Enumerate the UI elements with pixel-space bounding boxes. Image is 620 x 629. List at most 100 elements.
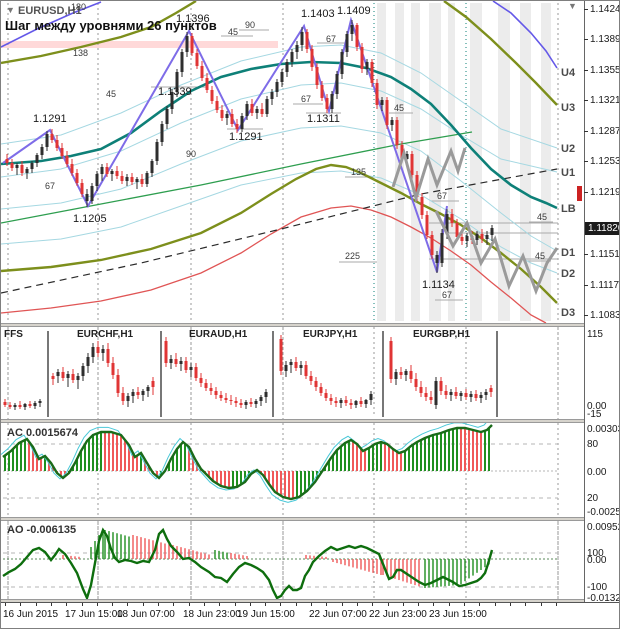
time-tick	[372, 603, 373, 606]
time-tick	[66, 603, 67, 606]
time-tick	[265, 603, 266, 606]
swing-price-label: 1.1409	[337, 5, 371, 17]
candle	[460, 237, 464, 241]
supply-zone-band	[1, 41, 278, 48]
chart-comment-text: Шаг между уровнями 26 пунктов	[5, 18, 217, 33]
candle	[295, 45, 299, 52]
candle	[10, 163, 14, 168]
time-tick	[433, 603, 434, 606]
envelope-blue-line	[1, 1, 102, 48]
mini-candle	[189, 367, 193, 370]
candle	[215, 101, 219, 110]
mini-candle	[279, 339, 283, 371]
indicator-scale-label: 100	[587, 548, 604, 559]
mini-candle	[209, 388, 213, 391]
mini-candle	[424, 393, 428, 397]
candle	[385, 100, 389, 125]
candle	[110, 171, 114, 174]
session-band	[541, 3, 551, 321]
candle	[280, 72, 284, 82]
candle	[45, 134, 49, 147]
swing-size-label: 45	[535, 251, 546, 261]
regression-line	[1, 131, 473, 224]
candle	[240, 116, 244, 129]
time-tick	[189, 603, 190, 606]
indicator-scale-label: 80	[587, 439, 599, 450]
panel-separator[interactable]	[1, 517, 584, 521]
level-label-u2: U2	[561, 143, 576, 155]
candle	[365, 62, 369, 69]
candle	[80, 183, 84, 194]
candle	[50, 134, 54, 140]
envelope-olive-line	[1, 1, 197, 65]
mini-candle	[146, 387, 150, 391]
mini-candle	[194, 367, 198, 378]
candle	[30, 163, 34, 169]
time-tick	[173, 603, 174, 606]
panel-separator[interactable]	[1, 419, 584, 423]
candle	[65, 156, 69, 164]
candle	[25, 169, 29, 173]
time-tick	[403, 603, 404, 606]
ac-indicator-label: AC 0.0015674	[7, 427, 78, 439]
mini-candle	[334, 401, 338, 403]
candle	[135, 179, 139, 182]
candle	[390, 120, 394, 125]
candle	[200, 66, 204, 78]
mini-candle	[464, 393, 468, 397]
mini-candle	[489, 388, 493, 392]
envelope-olive-line	[443, 1, 558, 106]
candle	[130, 177, 134, 182]
mini-candle	[141, 391, 145, 395]
price-scale[interactable]	[584, 1, 619, 628]
candle	[250, 104, 254, 113]
mini-candle	[3, 402, 7, 405]
indicator-scale-label: 0.003037	[587, 424, 619, 435]
mini-candle	[136, 392, 140, 395]
candle	[85, 194, 89, 201]
candle	[105, 167, 109, 174]
swing-price-label: 1.1403	[301, 8, 335, 20]
chart-canvas[interactable]	[1, 1, 584, 602]
mini-candle	[121, 393, 125, 401]
candle	[170, 92, 174, 109]
price-level-marker	[577, 186, 582, 201]
mini-candle	[234, 401, 238, 403]
time-tick	[311, 603, 312, 606]
swing-size-label: 67	[437, 191, 448, 201]
mini-candle	[304, 365, 308, 376]
time-tick	[127, 603, 128, 606]
mini-candle	[479, 395, 483, 398]
time-axis-label: 17 Jun 15:00	[65, 609, 123, 620]
time-tick	[51, 603, 52, 606]
time-tick	[235, 603, 236, 606]
time-tick	[219, 603, 220, 606]
candle	[190, 36, 194, 53]
symbol-dropdown-icon[interactable]: ▼	[6, 5, 15, 15]
time-tick	[495, 603, 496, 606]
candle	[35, 155, 39, 163]
mini-candle	[429, 397, 433, 400]
mini-candle	[106, 349, 110, 363]
time-tick	[5, 603, 6, 606]
candle	[425, 215, 429, 235]
mini-candle	[404, 371, 408, 375]
candle	[175, 72, 179, 92]
zigzag-line	[2, 16, 448, 273]
swing-size-label: 45	[394, 103, 405, 113]
swing-size-label: 180	[71, 2, 87, 12]
mini-candle	[309, 376, 313, 381]
scale-tick	[584, 161, 588, 162]
symbol-period-label[interactable]: EURUSD,H1	[18, 5, 82, 17]
mini-candle	[18, 405, 22, 407]
panel-separator[interactable]	[1, 323, 584, 327]
time-axis[interactable]: 16 Jun 2015 17 Jun 15:00 18 Jun 07:00 18 Ju…	[1, 602, 619, 628]
mini-candle	[364, 400, 368, 404]
mini-candle	[329, 398, 333, 401]
mini-candle	[389, 341, 393, 379]
mini-candle	[116, 375, 120, 393]
candle	[70, 164, 74, 173]
mini-candle	[399, 372, 403, 375]
price-scale-label: 1.13554	[590, 65, 619, 76]
mini-candle	[96, 347, 100, 353]
